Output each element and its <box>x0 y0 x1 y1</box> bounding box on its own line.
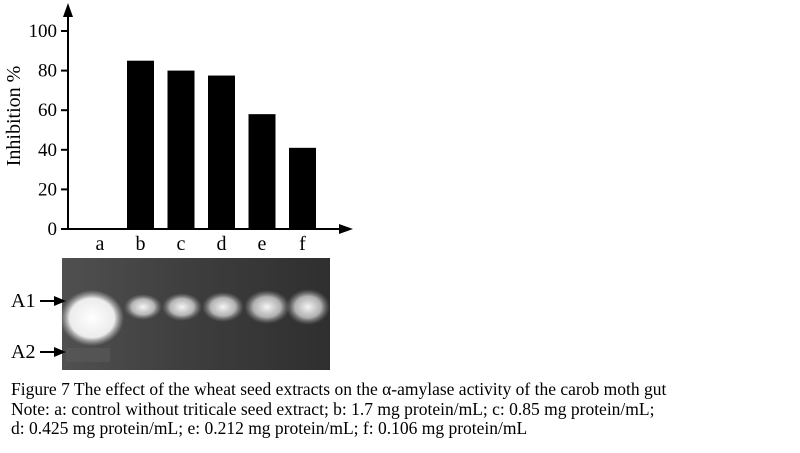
bars <box>127 60 316 230</box>
gel-lane-band-e <box>244 290 290 324</box>
y-tick-label: 20 <box>38 179 57 200</box>
gel-lane-band-c <box>162 293 202 321</box>
bar-d <box>208 75 235 229</box>
caption-note-line-2: d: 0.425 mg protein/mL; e: 0.212 mg prot… <box>11 418 528 438</box>
y-tick-label: 100 <box>29 21 58 42</box>
x-category-label: f <box>299 233 306 255</box>
x-category-label: d <box>217 233 227 255</box>
gel-marker-a1-label: A1 <box>11 290 35 312</box>
y-axis-label: Inhibition % <box>3 66 25 167</box>
gel-lane-band-d <box>202 292 244 322</box>
gel-marker-a2-arrowhead <box>54 347 66 357</box>
gel-lane-band-f <box>286 289 330 325</box>
bar-e <box>248 114 276 229</box>
bar-f <box>289 147 316 229</box>
gel-lane-band-b <box>124 294 162 320</box>
gel-marker-a2-label: A2 <box>11 341 35 363</box>
gel-marker-a2: A2 <box>11 341 66 363</box>
caption-note-line-1: Note: a: control without triticale seed … <box>11 398 655 419</box>
x-category-label: e <box>258 233 267 255</box>
gel-lower-smear <box>66 348 110 362</box>
figure-7: 0 20 40 60 80 100 a b c d e f Inhibition % A1 A2 <box>3 3 353 370</box>
gel-marker-a1-arrowhead <box>54 296 66 306</box>
y-axis-arrow <box>63 3 73 17</box>
y-ticks: 0 20 40 60 80 100 <box>29 21 68 240</box>
x-labels: a b c d e f <box>96 233 307 255</box>
x-category-label: c <box>177 233 186 255</box>
gel-image <box>60 258 330 370</box>
bar-c <box>167 70 195 229</box>
x-axis-arrow <box>339 224 353 234</box>
caption-title: Figure 7 The effect of the wheat seed ex… <box>11 379 667 399</box>
y-tick-label: 80 <box>38 61 57 82</box>
y-tick-label: 60 <box>38 100 57 121</box>
figure-caption: Figure 7 The effect of the wheat seed ex… <box>11 379 796 439</box>
gel-marker-a1: A1 <box>11 290 66 312</box>
y-tick-label: 0 <box>48 219 58 240</box>
x-category-label: b <box>136 233 146 255</box>
bar-b <box>127 60 154 230</box>
x-category-label: a <box>96 233 105 255</box>
gel-control-band <box>60 290 124 346</box>
y-tick-label: 40 <box>38 140 57 161</box>
